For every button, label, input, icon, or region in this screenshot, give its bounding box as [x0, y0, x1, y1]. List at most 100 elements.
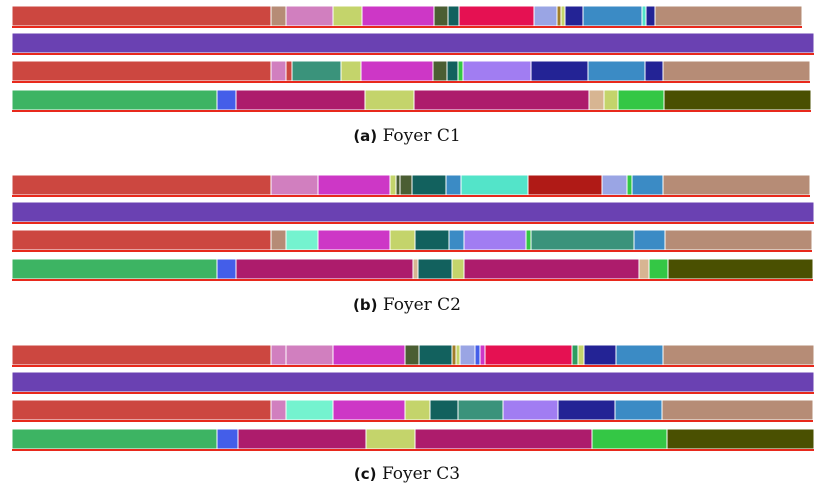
segment — [662, 174, 811, 196]
segment — [455, 344, 461, 366]
segment — [11, 32, 814, 54]
segment — [235, 89, 366, 111]
segment — [588, 89, 605, 111]
segment — [365, 428, 416, 450]
segment — [447, 5, 460, 27]
segment — [474, 344, 481, 366]
row-baseline — [12, 53, 814, 55]
row-baseline — [12, 222, 814, 224]
segment — [433, 5, 449, 27]
segment — [412, 258, 419, 280]
segment — [527, 174, 603, 196]
segment — [332, 344, 406, 366]
caption-label: (b) — [353, 296, 378, 314]
segment — [451, 258, 465, 280]
segment — [446, 60, 459, 82]
caption-c: (c) Foyer C3 — [0, 464, 814, 484]
segment — [662, 344, 814, 366]
segment — [614, 399, 663, 421]
segment — [530, 229, 635, 251]
segment — [270, 344, 287, 366]
segment — [317, 174, 391, 196]
segment — [654, 5, 803, 27]
segment — [638, 258, 650, 280]
segment-row — [11, 89, 812, 112]
segment — [533, 5, 558, 27]
row-baseline — [12, 392, 814, 394]
segment — [413, 89, 590, 111]
segment — [216, 428, 239, 450]
segment-row — [11, 60, 811, 83]
segment — [340, 60, 362, 82]
segment — [285, 229, 319, 251]
segment — [601, 174, 628, 196]
segment — [11, 344, 272, 366]
segment — [429, 399, 459, 421]
segment — [332, 5, 363, 27]
segment — [626, 174, 633, 196]
segment — [11, 399, 272, 421]
row-baseline — [12, 420, 813, 422]
segment-row — [11, 174, 811, 197]
segment — [457, 399, 504, 421]
segment — [11, 174, 272, 196]
segment-row — [11, 399, 814, 422]
segment-row — [11, 258, 814, 281]
segment — [285, 399, 334, 421]
segment — [663, 89, 812, 111]
segment — [414, 428, 593, 450]
segment — [463, 258, 640, 280]
segment — [457, 60, 464, 82]
segment — [361, 5, 435, 27]
segment — [641, 5, 647, 27]
segment — [448, 229, 465, 251]
segment — [666, 428, 814, 450]
segment — [583, 344, 617, 366]
segment — [530, 60, 589, 82]
segment-row — [11, 428, 814, 451]
segment — [617, 89, 665, 111]
row-baseline — [12, 250, 812, 252]
segment — [270, 229, 287, 251]
segment — [11, 60, 272, 82]
caption-title: Foyer C1 — [382, 126, 461, 146]
segment — [395, 174, 401, 196]
segment — [571, 344, 579, 366]
segment — [463, 229, 527, 251]
segment — [460, 174, 529, 196]
segment — [644, 60, 664, 82]
segment-row — [11, 229, 813, 252]
segment — [411, 174, 447, 196]
segment — [661, 399, 814, 421]
segment — [664, 229, 813, 251]
segment — [451, 344, 457, 366]
row-baseline — [12, 279, 813, 281]
row-baseline — [12, 365, 814, 367]
segment — [389, 229, 416, 251]
segment — [360, 60, 434, 82]
segment — [11, 428, 218, 450]
segment — [445, 174, 462, 196]
row-baseline — [12, 81, 810, 83]
segment — [364, 89, 415, 111]
segment — [11, 5, 272, 27]
row-baseline — [12, 26, 802, 28]
segment — [270, 399, 287, 421]
segment — [235, 258, 414, 280]
segment — [216, 89, 237, 111]
segment-row — [11, 371, 814, 394]
segment — [11, 89, 218, 111]
segment — [404, 399, 431, 421]
segment — [582, 5, 643, 27]
segment — [285, 5, 334, 27]
segment — [11, 258, 218, 280]
segment — [587, 60, 646, 82]
segment — [484, 344, 573, 366]
segment — [216, 258, 237, 280]
caption-title: Foyer C2 — [382, 295, 461, 315]
segment — [615, 344, 664, 366]
segment — [399, 174, 413, 196]
segment — [404, 344, 420, 366]
segment — [631, 174, 664, 196]
segment — [389, 174, 397, 196]
